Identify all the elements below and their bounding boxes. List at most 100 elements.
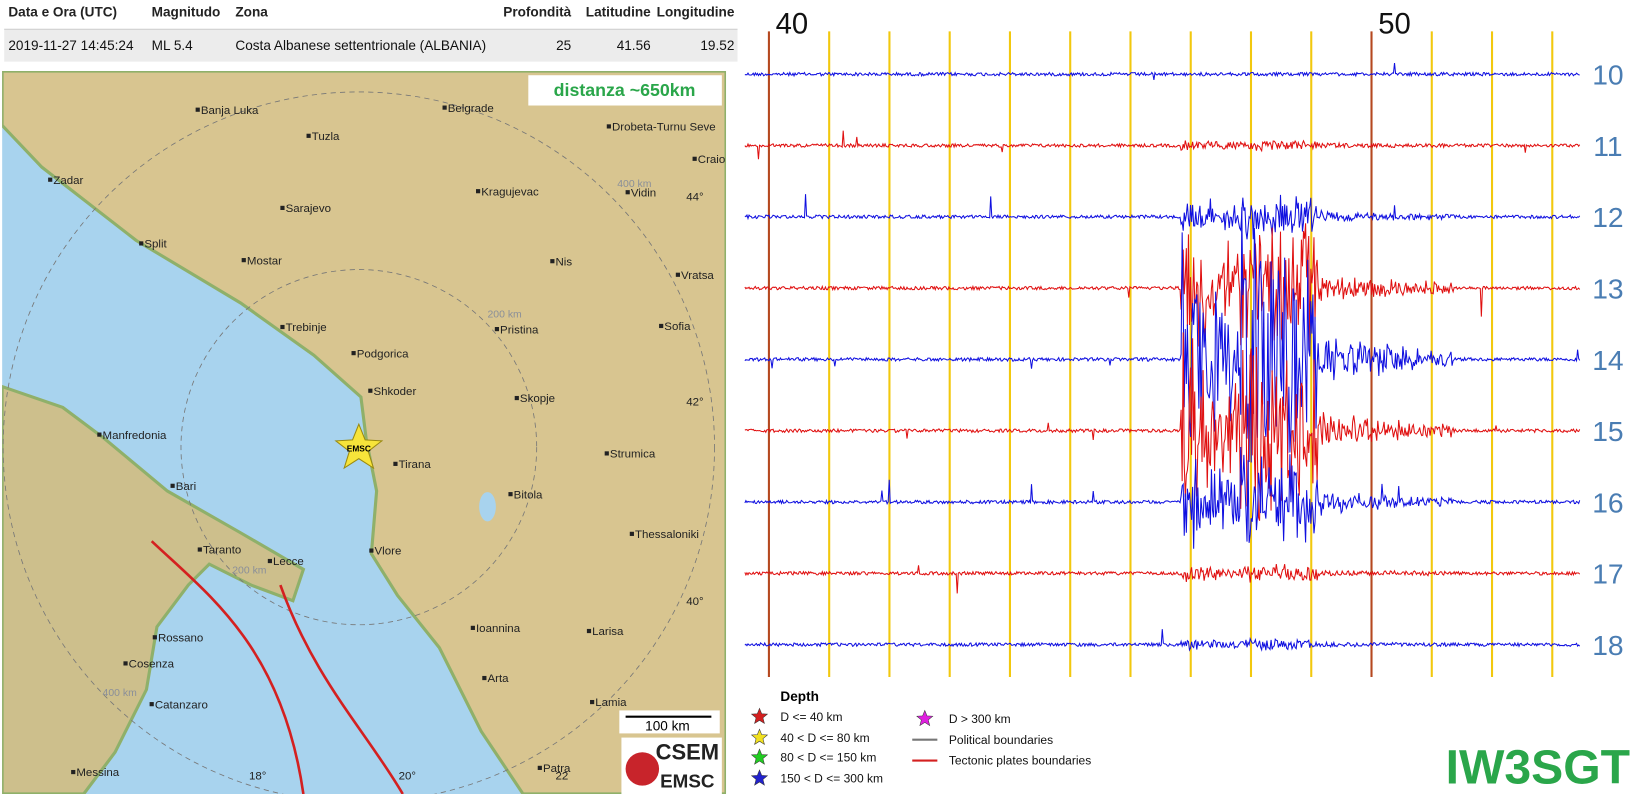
city-dot bbox=[514, 395, 519, 401]
seismogram: 40 50 10 11 12 13 14 15 16 17 18 bbox=[744, 8, 1624, 677]
legend-label: 150 < D <= 300 km bbox=[780, 772, 883, 786]
hour-label: 13 bbox=[1592, 273, 1623, 305]
ring-label: 400 km bbox=[103, 688, 137, 699]
trace bbox=[744, 563, 1581, 594]
distance-box bbox=[528, 75, 722, 106]
city-dot bbox=[123, 661, 128, 666]
city-label: Patra bbox=[543, 763, 571, 775]
city-label: Sofia bbox=[664, 321, 691, 333]
city-label: Vratsa bbox=[681, 270, 714, 282]
ring-label: 200 km bbox=[232, 566, 266, 577]
city-dot bbox=[675, 272, 680, 277]
city-label: Rossano bbox=[158, 632, 203, 644]
city-label: Zadar bbox=[53, 175, 83, 187]
table-cell: 19.52 bbox=[700, 38, 734, 53]
table-cell: 2019-11-27 14:45:24 bbox=[8, 38, 134, 53]
table-header: Latitudine bbox=[586, 5, 651, 20]
city-dot bbox=[494, 327, 500, 332]
city-label: Mostar bbox=[247, 255, 282, 267]
city-dot bbox=[476, 189, 481, 194]
city-label: Manfredonia bbox=[103, 430, 167, 442]
trace bbox=[744, 130, 1581, 160]
land-balkans bbox=[2, 71, 727, 794]
city-label: Thessaloniki bbox=[635, 529, 699, 541]
table-header: Profondità bbox=[503, 5, 571, 20]
tectonic-boundary bbox=[150, 540, 305, 794]
city-dot bbox=[368, 388, 373, 393]
city-dot bbox=[550, 259, 555, 264]
table-header: Longitudine bbox=[657, 5, 735, 20]
city-label: Vidin bbox=[631, 187, 656, 199]
legend-title: Depth bbox=[780, 689, 818, 704]
ring-label: 200 km bbox=[488, 310, 522, 321]
hour-label: 18 bbox=[1592, 629, 1623, 661]
distance-ring bbox=[2, 91, 715, 794]
city-label: Pristina bbox=[500, 324, 539, 336]
city-dot bbox=[280, 205, 285, 210]
hour-label: 15 bbox=[1592, 415, 1623, 447]
trace bbox=[744, 194, 1581, 240]
city-dot bbox=[369, 548, 374, 553]
table-header: Zona bbox=[235, 5, 268, 20]
table-header: Data e Ora (UTC) bbox=[8, 5, 117, 20]
city-label: Podgorica bbox=[357, 348, 409, 360]
graticule-label: 42° bbox=[686, 396, 703, 408]
minute-label: 40 bbox=[776, 8, 809, 40]
legend-star bbox=[916, 709, 934, 727]
city-dot bbox=[195, 107, 200, 112]
graticule-label: 44° bbox=[686, 192, 703, 204]
city-label: Tuzla bbox=[312, 131, 340, 143]
city-label: Sarajevo bbox=[286, 203, 331, 215]
city-dot bbox=[482, 675, 487, 681]
trace bbox=[744, 207, 1581, 463]
city-label: Belgrade bbox=[448, 103, 494, 115]
city-dot bbox=[48, 177, 53, 182]
legend-label: 80 < D <= 150 km bbox=[780, 751, 876, 765]
hour-label: 14 bbox=[1592, 344, 1623, 376]
city-dot bbox=[241, 258, 246, 263]
city-label: Strumica bbox=[610, 449, 656, 461]
table-row-bg bbox=[4, 29, 738, 62]
distance-label: distanza ~650km bbox=[554, 80, 696, 100]
city-label: Split bbox=[144, 239, 167, 251]
legend-label: Tectonic plates boundaries bbox=[949, 754, 1091, 768]
city-label: Bari bbox=[176, 481, 196, 493]
hour-label: 11 bbox=[1593, 130, 1622, 162]
city-label: Drobeta-Turnu Seve bbox=[612, 122, 716, 134]
city-label: Nis bbox=[556, 256, 573, 268]
city-label: Lamia bbox=[595, 697, 627, 709]
city-label: Lecce bbox=[273, 556, 304, 568]
hour-label: 10 bbox=[1592, 59, 1623, 91]
logo-text: EMSC bbox=[660, 771, 715, 792]
city-label: Vlore bbox=[375, 546, 402, 558]
city-label: Taranto bbox=[203, 545, 241, 557]
trace bbox=[744, 223, 1581, 355]
epicenter-star bbox=[334, 422, 384, 470]
legend-star bbox=[750, 748, 769, 765]
hour-label: 17 bbox=[1592, 558, 1623, 590]
tectonic-boundary bbox=[279, 584, 404, 794]
legend-label: D <= 40 km bbox=[780, 710, 842, 724]
city-dot bbox=[625, 190, 630, 195]
city-label: Trebinje bbox=[286, 322, 327, 334]
trace bbox=[744, 332, 1581, 521]
graticule-label: 18° bbox=[249, 770, 266, 782]
city-dot bbox=[139, 241, 144, 246]
legend-label: Political boundaries bbox=[949, 733, 1053, 747]
graticule-label: 40° bbox=[686, 596, 703, 608]
city-dot bbox=[170, 483, 175, 488]
map: distanza ~650km 100 km CSEM EMSC Banja L… bbox=[2, 71, 727, 794]
epicenter-label: EMSC bbox=[347, 443, 371, 453]
city-label: Banja Luka bbox=[201, 105, 259, 117]
city-dot bbox=[280, 324, 285, 330]
city-dot bbox=[306, 133, 311, 138]
distance-ring bbox=[180, 269, 538, 626]
legend-star bbox=[750, 769, 769, 786]
city-label: Bitola bbox=[514, 489, 543, 501]
hour-label: 16 bbox=[1592, 486, 1623, 518]
ring-label: 400 km bbox=[617, 179, 651, 190]
city-dot bbox=[97, 432, 102, 437]
graticule-label: 20° bbox=[399, 770, 416, 782]
city-label: Arta bbox=[488, 673, 510, 685]
